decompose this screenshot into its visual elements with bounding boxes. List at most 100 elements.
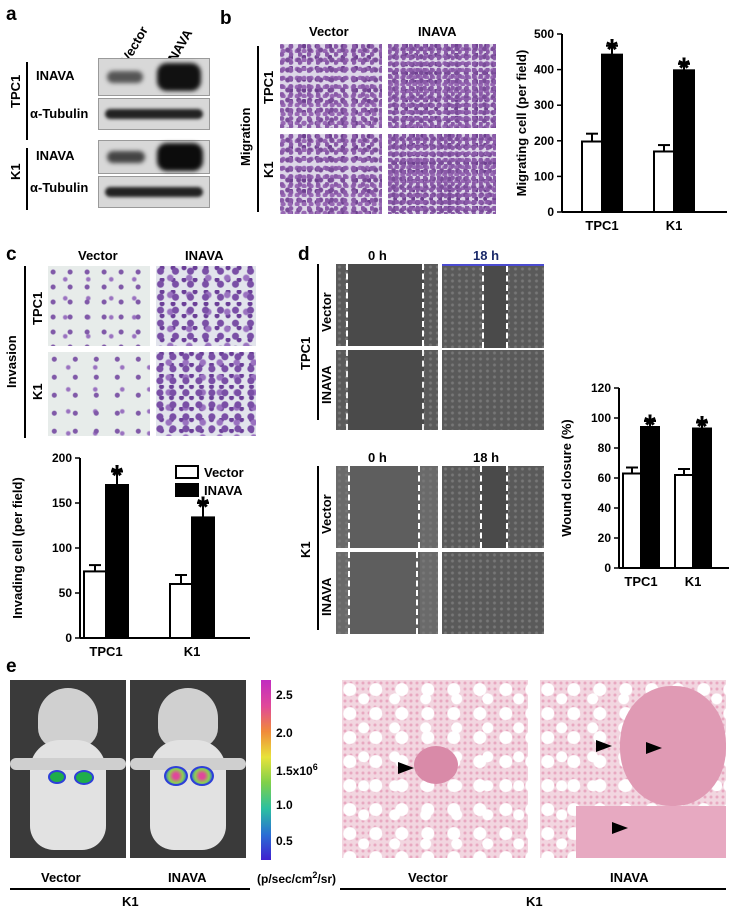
y-axis-label: Migrating cell (per field) <box>514 50 529 197</box>
blot-group-k1: K1 <box>8 163 23 180</box>
wound-image-k1-vector-18h <box>442 466 544 548</box>
histology-label-inava: INAVA <box>610 870 649 885</box>
mig-side-label: Migration <box>238 107 253 167</box>
y-tick-label: 80 <box>598 441 612 455</box>
ivis-label-vector: Vector <box>41 870 81 885</box>
y-axis-label: Wound closure (%) <box>559 419 574 536</box>
x-tick-label: TPC1 <box>585 218 618 233</box>
x-tick-label: K1 <box>666 218 683 233</box>
y-tick-label: 0 <box>604 561 611 575</box>
legend-label: Vector <box>204 465 244 480</box>
wound-image-k1-inava-0h <box>336 552 438 634</box>
wound-image-tpc1-inava-18h <box>442 350 544 430</box>
blot-row-tubulin-k1: α-Tubulin <box>30 180 89 195</box>
y-tick-label: 50 <box>59 586 73 600</box>
mig-image-k1-vector <box>280 134 382 214</box>
panel-label-e: e <box>6 656 17 677</box>
bar-inava-k1 <box>191 516 215 639</box>
blot-group-tpc1: TPC1 <box>8 74 23 108</box>
wound-image-tpc1-vector-18h <box>442 264 544 348</box>
scale-tick-1-5: 1.5x106 <box>276 762 318 778</box>
luminescence-color-scale <box>261 680 271 860</box>
histology-image-inava <box>540 680 726 858</box>
inv-col-vector: Vector <box>78 248 118 263</box>
wound-group-tpc1: TPC1 <box>298 336 313 370</box>
y-tick-label: 0 <box>547 205 554 219</box>
x-tick-label: K1 <box>184 644 201 659</box>
blot-band-inava-tpc1 <box>98 58 210 96</box>
x-tick-label: TPC1 <box>89 644 122 659</box>
wound-image-tpc1-inava-0h <box>336 350 438 430</box>
ivis-label-inava: INAVA <box>168 870 207 885</box>
wound-row-vector-k1: Vector <box>319 494 334 534</box>
scale-unit-label: (p/sec/cm2/sr) <box>257 870 337 886</box>
y-tick-label: 200 <box>52 451 72 465</box>
inv-image-tpc1-vector <box>48 266 150 346</box>
mig-image-tpc1-inava <box>388 44 496 128</box>
legend-swatch <box>175 465 199 479</box>
mig-col-vector: Vector <box>309 24 349 39</box>
bar-vector-k1 <box>653 150 675 213</box>
significance-star: * <box>606 34 618 67</box>
blot-band-tubulin-tpc1 <box>98 98 210 130</box>
group-label-k1-right: K1 <box>526 894 543 909</box>
inv-row-k1: K1 <box>30 383 45 400</box>
chart-wound-closure: 0 20 40 60 80 100 120 Wound closure (%) * TPC1 * K1… <box>559 381 729 589</box>
y-tick-label: 100 <box>591 411 611 425</box>
wound-row-inava-tpc1: INAVA <box>319 365 334 404</box>
panel-label-d: d <box>298 244 310 265</box>
wound-row-vector-tpc1: Vector <box>319 292 334 332</box>
inv-col-inava: INAVA <box>185 248 224 263</box>
significance-star: * <box>644 409 656 442</box>
blot-band-inava-k1 <box>98 140 210 174</box>
x-tick-label: TPC1 <box>624 574 657 589</box>
legend-swatch <box>175 483 199 497</box>
y-tick-label: 300 <box>534 98 554 112</box>
bar-inava-tpc1 <box>105 484 129 639</box>
y-tick-label: 500 <box>534 27 554 41</box>
blot-row-tubulin-tpc1: α-Tubulin <box>30 106 89 121</box>
blot-band-tubulin-k1 <box>98 176 210 208</box>
wound-image-k1-vector-0h <box>336 466 438 548</box>
histology-image-vector <box>342 680 528 858</box>
panel-label-a: a <box>6 4 17 25</box>
bar-vector-k1 <box>169 583 193 639</box>
scale-tick-0-5: 0.5 <box>276 834 293 848</box>
wound-group-k1: K1 <box>298 541 313 558</box>
y-tick-label: 100 <box>534 169 554 183</box>
significance-star: * <box>678 52 690 85</box>
panel-label-c: c <box>6 244 17 265</box>
wound-time-18h-k1: 18 h <box>473 450 500 465</box>
y-tick-label: 120 <box>591 381 611 395</box>
ivis-image-inava <box>130 680 246 858</box>
wound-image-tpc1-vector-0h <box>336 264 438 346</box>
scale-tick-1-0: 1.0 <box>276 798 293 812</box>
blot-row-inava-k1: INAVA <box>36 148 75 163</box>
y-tick-label: 0 <box>65 631 72 645</box>
y-tick-label: 100 <box>52 541 72 555</box>
mig-row-tpc1: TPC1 <box>261 70 276 104</box>
y-tick-label: 60 <box>598 471 612 485</box>
chart-migration: 0 100 200 300 400 500 Migrating cell (per fiel… <box>514 27 727 233</box>
mig-col-inava: INAVA <box>418 24 457 39</box>
bar-inava-tpc1 <box>640 426 660 569</box>
y-tick-label: 40 <box>598 501 612 515</box>
inv-image-k1-inava <box>156 352 256 436</box>
wound-time-18h-tpc1: 18 h <box>473 248 500 263</box>
y-tick-label: 400 <box>534 63 554 77</box>
significance-star: * <box>696 411 708 444</box>
chart-invasion: 0 50 100 150 200 Invading cell (per field) * TP… <box>10 451 250 659</box>
bar-vector-k1 <box>674 474 694 569</box>
y-axis-label: Invading cell (per field) <box>10 477 25 619</box>
bar-inava-tpc1 <box>601 53 623 214</box>
ivis-image-vector <box>10 680 126 858</box>
significance-star: * <box>111 460 123 493</box>
histology-label-vector: Vector <box>408 870 448 885</box>
legend-label: INAVA <box>204 483 243 498</box>
inv-image-k1-vector <box>48 352 150 436</box>
bar-vector-tpc1 <box>622 472 642 569</box>
inv-row-tpc1: TPC1 <box>30 291 45 325</box>
wound-image-k1-inava-18h <box>442 552 544 634</box>
scale-tick-2-0: 2.0 <box>276 726 293 740</box>
y-tick-label: 20 <box>598 531 612 545</box>
